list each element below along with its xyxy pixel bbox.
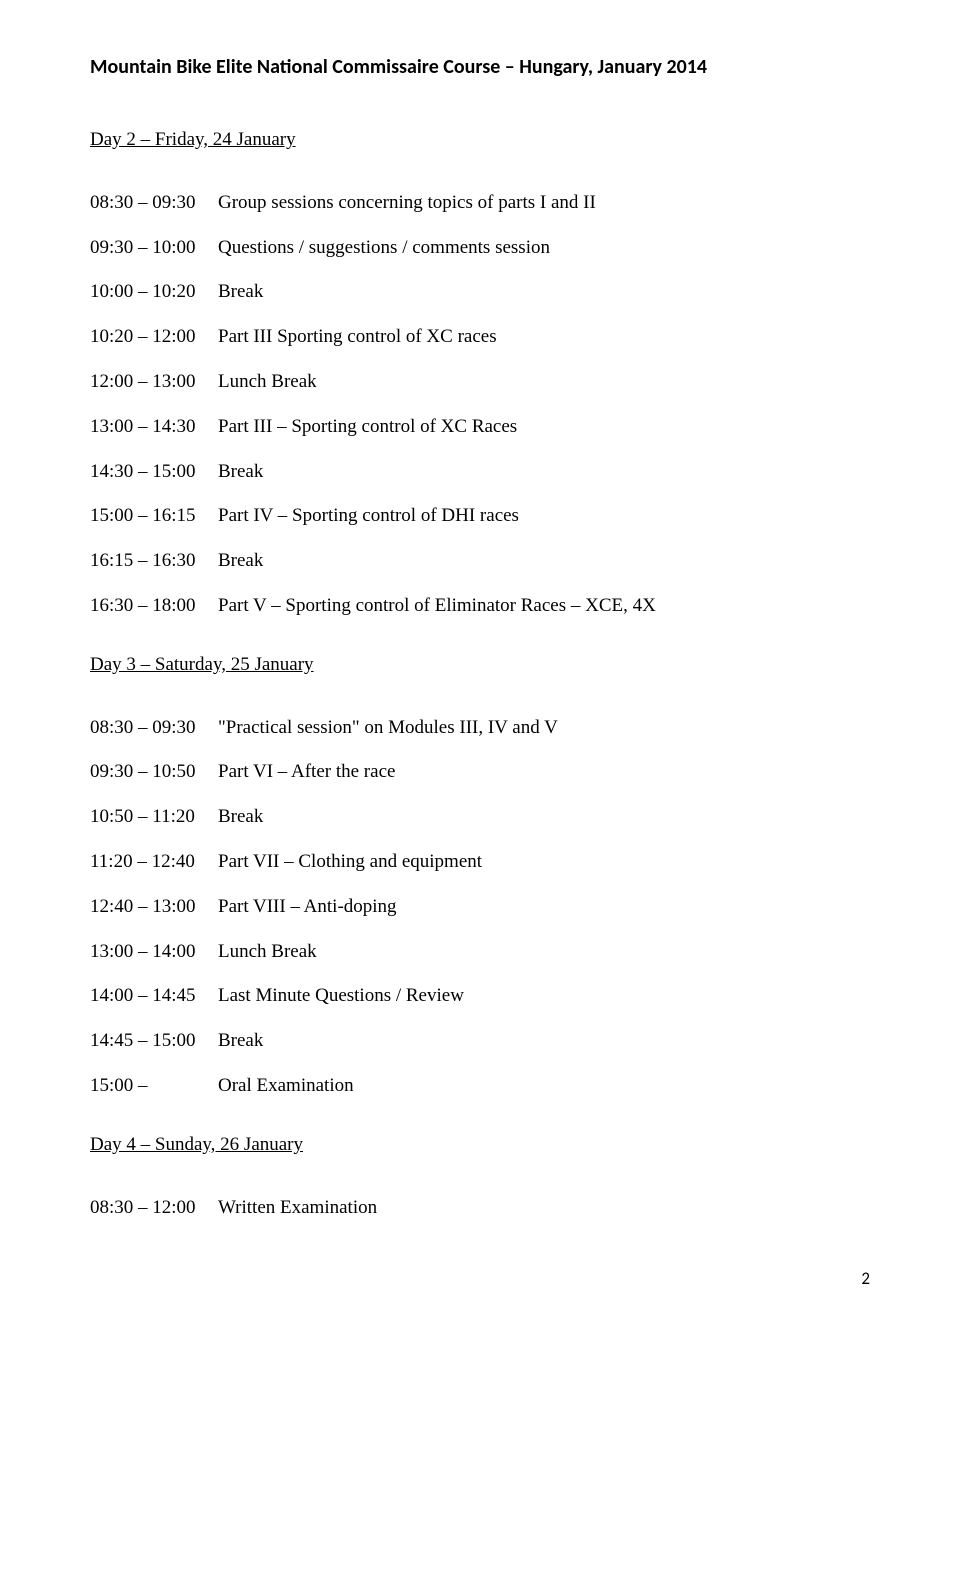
schedule-row: 10:50 – 11:20 Break	[90, 806, 870, 829]
schedule-time: 14:30 – 15:00	[90, 461, 218, 484]
schedule-desc: Part III – Sporting control of XC Races	[218, 416, 870, 439]
schedule-time: 13:00 – 14:00	[90, 941, 218, 964]
schedule-time: 15:00 – 16:15	[90, 505, 218, 528]
schedule-time: 16:15 – 16:30	[90, 550, 218, 573]
page-header: Mountain Bike Elite National Commissaire…	[90, 55, 870, 79]
schedule-time: 10:50 – 11:20	[90, 806, 218, 829]
schedule-time: 08:30 – 09:30	[90, 192, 218, 215]
schedule-row: 16:30 – 18:00 Part V – Sporting control …	[90, 595, 870, 618]
schedule-desc: Part IV – Sporting control of DHI races	[218, 505, 870, 528]
day-heading: Day 2 – Friday, 24 January	[90, 129, 870, 152]
schedule-row: 14:00 – 14:45 Last Minute Questions / Re…	[90, 985, 870, 1008]
schedule-desc: Lunch Break	[218, 371, 870, 394]
schedule-desc: "Practical session" on Modules III, IV a…	[218, 717, 870, 740]
schedule-desc: Break	[218, 281, 870, 304]
schedule-row: 15:00 – 16:15 Part IV – Sporting control…	[90, 505, 870, 528]
schedule-desc: Group sessions concerning topics of part…	[218, 192, 870, 215]
schedule-row: 08:30 – 09:30 "Practical session" on Mod…	[90, 717, 870, 740]
schedule-desc: Break	[218, 461, 870, 484]
schedule-desc: Part III Sporting control of XC races	[218, 326, 870, 349]
schedule-time: 12:40 – 13:00	[90, 896, 218, 919]
schedule-time: 14:45 – 15:00	[90, 1030, 218, 1053]
day-heading: Day 3 – Saturday, 25 January	[90, 654, 870, 677]
schedule-time: 08:30 – 12:00	[90, 1197, 218, 1220]
schedule-row: 14:30 – 15:00 Break	[90, 461, 870, 484]
schedule-time: 09:30 – 10:50	[90, 761, 218, 784]
schedule-desc: Last Minute Questions / Review	[218, 985, 870, 1008]
schedule-row: 12:00 – 13:00 Lunch Break	[90, 371, 870, 394]
schedule-row: 08:30 – 12:00 Written Examination	[90, 1197, 870, 1220]
schedule-time: 15:00 –	[90, 1075, 218, 1098]
schedule-time: 11:20 – 12:40	[90, 851, 218, 874]
schedule-row: 11:20 – 12:40 Part VII – Clothing and eq…	[90, 851, 870, 874]
schedule-time: 10:20 – 12:00	[90, 326, 218, 349]
schedule-time: 16:30 – 18:00	[90, 595, 218, 618]
schedule-desc: Break	[218, 1030, 870, 1053]
schedule-row: 09:30 – 10:00 Questions / suggestions / …	[90, 237, 870, 260]
schedule-desc: Part VIII – Anti-doping	[218, 896, 870, 919]
schedule-row: 08:30 – 09:30 Group sessions concerning …	[90, 192, 870, 215]
schedule-row: 14:45 – 15:00 Break	[90, 1030, 870, 1053]
schedule-row: 09:30 – 10:50 Part VI – After the race	[90, 761, 870, 784]
schedule-desc: Break	[218, 806, 870, 829]
schedule-desc: Oral Examination	[218, 1075, 870, 1098]
schedule-row: 16:15 – 16:30 Break	[90, 550, 870, 573]
page-number: 2	[90, 1269, 870, 1289]
schedule-row: 12:40 – 13:00 Part VIII – Anti-doping	[90, 896, 870, 919]
schedule-time: 10:00 – 10:20	[90, 281, 218, 304]
schedule-time: 09:30 – 10:00	[90, 237, 218, 260]
schedule-desc: Part V – Sporting control of Eliminator …	[218, 595, 870, 618]
schedule-row: 13:00 – 14:00 Lunch Break	[90, 941, 870, 964]
schedule-desc: Questions / suggestions / comments sessi…	[218, 237, 870, 260]
schedule-row: 10:20 – 12:00 Part III Sporting control …	[90, 326, 870, 349]
schedule-desc: Break	[218, 550, 870, 573]
day-heading: Day 4 – Sunday, 26 January	[90, 1134, 870, 1157]
schedule-time: 13:00 – 14:30	[90, 416, 218, 439]
schedule-row: 15:00 – Oral Examination	[90, 1075, 870, 1098]
schedule-time: 14:00 – 14:45	[90, 985, 218, 1008]
schedule-desc: Written Examination	[218, 1197, 870, 1220]
schedule-row: 13:00 – 14:30 Part III – Sporting contro…	[90, 416, 870, 439]
schedule-desc: Part VI – After the race	[218, 761, 870, 784]
schedule-desc: Lunch Break	[218, 941, 870, 964]
schedule-row: 10:00 – 10:20 Break	[90, 281, 870, 304]
schedule-desc: Part VII – Clothing and equipment	[218, 851, 870, 874]
schedule-time: 12:00 – 13:00	[90, 371, 218, 394]
schedule-time: 08:30 – 09:30	[90, 717, 218, 740]
